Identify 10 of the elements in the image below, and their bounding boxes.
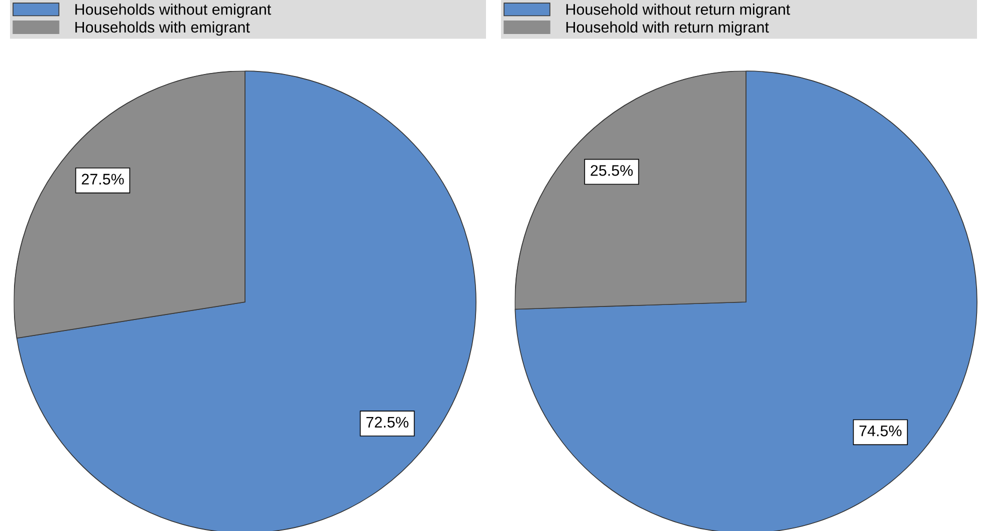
data-label: 27.5% xyxy=(82,174,124,185)
legend-label: Households with emigrant xyxy=(75,21,250,36)
legend-label: Household with return migrant xyxy=(566,21,769,36)
data-label: 74.5% xyxy=(859,426,902,436)
data-label: 25.5% xyxy=(590,165,633,176)
legend-label: Household without return migrant xyxy=(566,4,790,18)
data-label: 72.5% xyxy=(366,416,408,428)
pie-slice xyxy=(16,70,476,531)
pie-slice xyxy=(514,70,978,531)
legend-label: Households without emigrant xyxy=(75,4,272,18)
